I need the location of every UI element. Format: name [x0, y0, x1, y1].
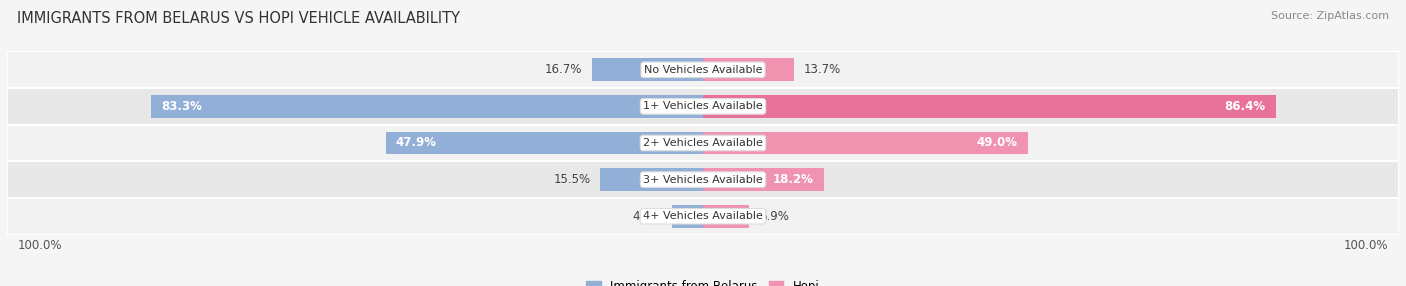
Text: 83.3%: 83.3% [160, 100, 201, 113]
Bar [672, 205, 703, 228]
FancyBboxPatch shape [7, 198, 1399, 235]
Bar [703, 95, 1275, 118]
Text: 6.9%: 6.9% [759, 210, 789, 223]
Text: 15.5%: 15.5% [553, 173, 591, 186]
Text: 1+ Vehicles Available: 1+ Vehicles Available [643, 102, 763, 111]
Bar [150, 95, 703, 118]
Text: No Vehicles Available: No Vehicles Available [644, 65, 762, 75]
Text: 2+ Vehicles Available: 2+ Vehicles Available [643, 138, 763, 148]
Text: 4+ Vehicles Available: 4+ Vehicles Available [643, 211, 763, 221]
Text: 3+ Vehicles Available: 3+ Vehicles Available [643, 175, 763, 184]
Text: 49.0%: 49.0% [977, 136, 1018, 150]
Bar [385, 132, 703, 154]
FancyBboxPatch shape [7, 51, 1399, 88]
Text: 4.7%: 4.7% [633, 210, 662, 223]
Text: 13.7%: 13.7% [804, 63, 841, 76]
Text: 16.7%: 16.7% [546, 63, 582, 76]
FancyBboxPatch shape [7, 88, 1399, 125]
Text: 18.2%: 18.2% [773, 173, 814, 186]
Legend: Immigrants from Belarus, Hopi: Immigrants from Belarus, Hopi [582, 276, 824, 286]
Bar [592, 58, 703, 81]
Text: 47.9%: 47.9% [395, 136, 436, 150]
Text: IMMIGRANTS FROM BELARUS VS HOPI VEHICLE AVAILABILITY: IMMIGRANTS FROM BELARUS VS HOPI VEHICLE … [17, 11, 460, 26]
Text: Source: ZipAtlas.com: Source: ZipAtlas.com [1271, 11, 1389, 21]
Text: 86.4%: 86.4% [1225, 100, 1265, 113]
FancyBboxPatch shape [7, 125, 1399, 161]
Bar [703, 205, 749, 228]
Bar [600, 168, 703, 191]
FancyBboxPatch shape [7, 161, 1399, 198]
Bar [703, 58, 794, 81]
Bar [703, 168, 824, 191]
Bar [703, 132, 1028, 154]
